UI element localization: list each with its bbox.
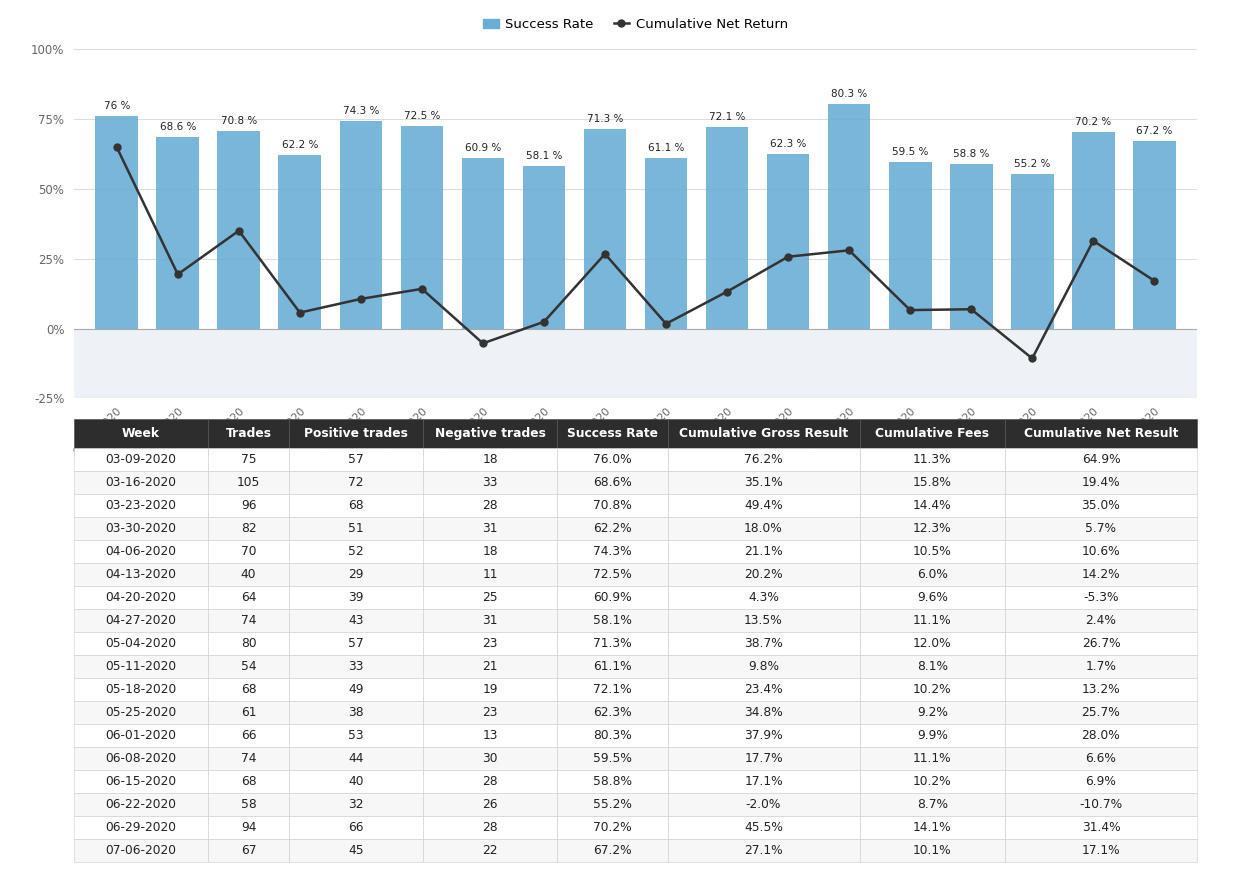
Bar (157, 137, 199, 328)
Bar (828, 104, 870, 328)
Bar (644, 158, 687, 328)
Bar (95, 116, 138, 328)
Bar (950, 165, 992, 328)
Text: 67.2 %: 67.2 % (1137, 126, 1172, 136)
Bar (584, 129, 627, 328)
Text: 72.5 %: 72.5 % (404, 111, 441, 121)
Bar (523, 166, 565, 328)
Bar (1133, 141, 1176, 328)
Text: 70.8 %: 70.8 % (221, 115, 257, 126)
Bar (462, 158, 505, 328)
Text: 58.1 %: 58.1 % (526, 151, 563, 161)
Text: 74.3 %: 74.3 % (343, 106, 379, 116)
Bar (401, 126, 443, 328)
Bar (888, 162, 932, 328)
Text: 72.1 %: 72.1 % (708, 112, 745, 122)
Text: 62.2 %: 62.2 % (281, 140, 318, 150)
Text: 80.3 %: 80.3 % (830, 89, 868, 99)
Bar (706, 127, 748, 328)
Legend: Success Rate, Cumulative Net Return: Success Rate, Cumulative Net Return (478, 12, 793, 36)
Text: 76 %: 76 % (104, 101, 130, 111)
Text: 68.6 %: 68.6 % (159, 121, 196, 132)
Bar (74, 328, 1197, 399)
Bar (339, 121, 383, 328)
Text: 61.1 %: 61.1 % (648, 143, 684, 153)
Text: 59.5 %: 59.5 % (892, 147, 928, 158)
Text: 70.2 %: 70.2 % (1075, 117, 1112, 128)
Text: 55.2 %: 55.2 % (1014, 159, 1050, 169)
Text: 62.3 %: 62.3 % (770, 139, 806, 150)
Bar (1072, 132, 1114, 328)
Text: 58.8 %: 58.8 % (953, 150, 990, 159)
Text: 60.9 %: 60.9 % (465, 143, 501, 153)
Text: 71.3 %: 71.3 % (587, 114, 623, 124)
Bar (1011, 174, 1054, 328)
Bar (217, 131, 260, 328)
Bar (766, 155, 810, 328)
Bar (279, 155, 321, 328)
